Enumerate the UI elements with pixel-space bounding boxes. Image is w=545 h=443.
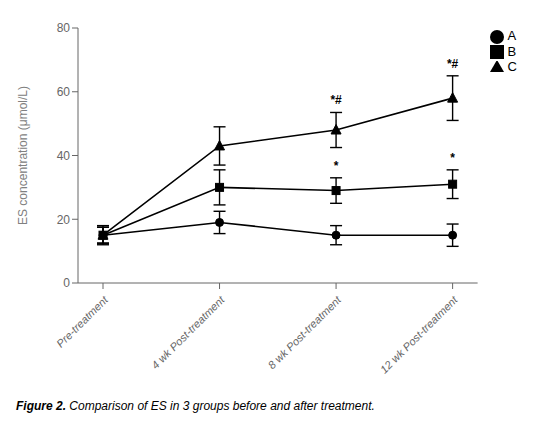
svg-text:*: *	[334, 159, 339, 173]
svg-text:0: 0	[63, 276, 70, 290]
svg-text:8 wk Post-treatment: 8 wk Post-treatment	[265, 293, 343, 371]
svg-text:*#: *#	[447, 57, 459, 71]
svg-text:Pre-treatment: Pre-treatment	[54, 293, 111, 350]
html-text:A: A	[507, 28, 517, 43]
svg-text:80: 80	[57, 21, 71, 35]
svg-text:*#: *#	[330, 93, 342, 107]
svg-text:ES concentration (μmol/L): ES concentration (μmol/L)	[16, 86, 30, 225]
html-text:Figure 2. Comparison of ES in: Figure 2. Comparison of ES in 3 groups b…	[16, 399, 375, 413]
svg-text:12 wk Post-treatment: 12 wk Post-treatment	[378, 293, 461, 376]
svg-text:4 wk Post-treatment: 4 wk Post-treatment	[149, 293, 227, 371]
svg-text:40: 40	[57, 149, 71, 163]
svg-text:20: 20	[57, 213, 71, 227]
html-text:C: C	[507, 59, 517, 75]
svg-text:60: 60	[57, 85, 71, 99]
html-text:B: B	[507, 43, 517, 59]
svg-text:*: *	[450, 151, 455, 165]
